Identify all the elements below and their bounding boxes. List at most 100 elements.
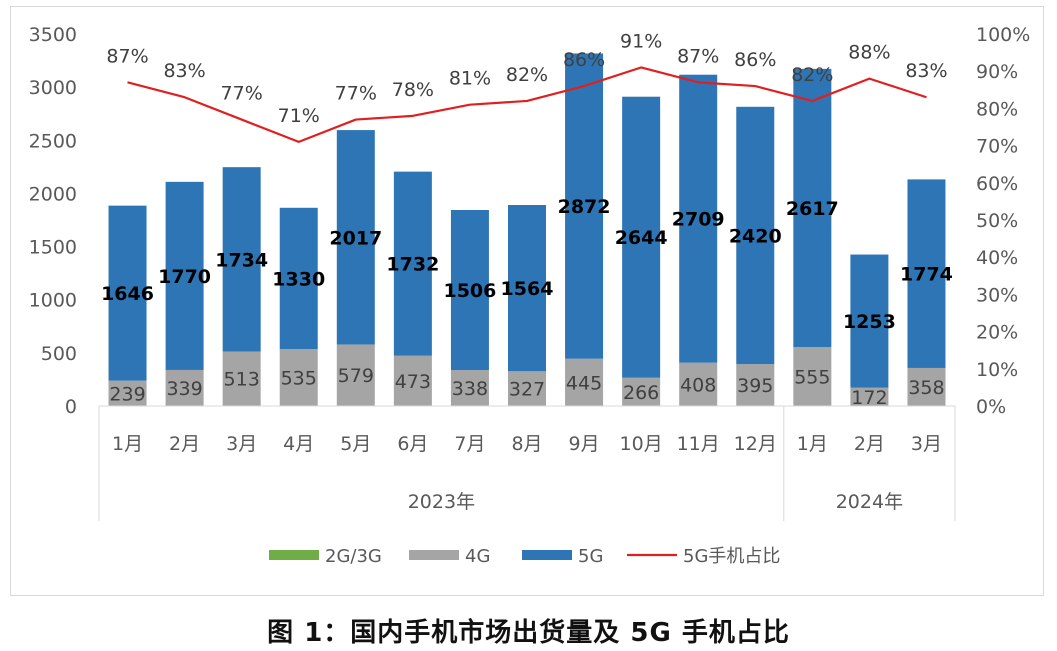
data-label-5g: 2420 xyxy=(729,225,782,247)
bar-4g xyxy=(793,347,832,406)
data-label-4g: 327 xyxy=(509,379,545,401)
bar-4g xyxy=(679,362,718,406)
bar-5g xyxy=(222,167,261,352)
y-right-tick-label: 100% xyxy=(976,24,1030,46)
data-label-5g: 1646 xyxy=(101,283,154,305)
data-label-4g: 395 xyxy=(737,375,773,397)
data-label-5g: 1774 xyxy=(900,264,953,286)
y-right-tick-label: 90% xyxy=(976,61,1018,83)
data-label-4g: 408 xyxy=(680,374,716,396)
bar-4g xyxy=(165,369,204,406)
x-tick-label: 10月 xyxy=(620,433,663,455)
bar-5g xyxy=(165,181,204,370)
group-label: 2024年 xyxy=(836,491,903,513)
data-label-5g: 2709 xyxy=(672,209,725,231)
bar-5g xyxy=(508,205,546,372)
bar-5g xyxy=(565,53,604,359)
data-label-5g: 1770 xyxy=(158,266,211,288)
data-label-5g-share: 77% xyxy=(335,83,377,105)
x-tick-label: 12月 xyxy=(734,433,777,455)
bar-5g xyxy=(108,205,147,381)
y-right-tick-label: 40% xyxy=(976,247,1018,269)
y-left-tick-label: 3500 xyxy=(29,24,77,46)
bar-4g xyxy=(222,351,261,406)
bar-4g xyxy=(622,377,661,406)
x-tick-label: 6月 xyxy=(397,433,428,455)
x-tick-label: 3月 xyxy=(911,433,942,455)
data-label-5g: 2617 xyxy=(786,198,839,220)
data-label-5g-share: 88% xyxy=(848,42,890,64)
bar-4g xyxy=(393,355,432,406)
y-right-tick-label: 20% xyxy=(976,322,1018,344)
y-right-tick-label: 80% xyxy=(976,98,1018,120)
data-label-5g-share: 71% xyxy=(278,105,320,127)
data-label-5g: 1732 xyxy=(386,254,439,276)
x-tick-label: 5月 xyxy=(340,433,371,455)
y-left-tick-label: 2000 xyxy=(29,183,77,205)
data-label-5g: 1506 xyxy=(443,280,496,302)
x-tick-label: 7月 xyxy=(454,433,485,455)
data-label-5g-share: 82% xyxy=(506,64,548,86)
x-tick-label: 4月 xyxy=(283,433,314,455)
bar-5g xyxy=(907,179,946,368)
data-label-5g: 2872 xyxy=(558,196,611,218)
data-label-4g: 266 xyxy=(623,382,659,404)
data-label-4g: 445 xyxy=(566,372,602,394)
data-label-5g-share: 82% xyxy=(791,64,833,86)
line-5g-share xyxy=(127,66,927,143)
data-label-5g-share: 83% xyxy=(163,60,205,82)
data-label-4g: 473 xyxy=(395,371,431,393)
data-label-5g-share: 83% xyxy=(905,60,947,82)
data-label-4g: 579 xyxy=(338,365,374,387)
x-tick-label: 1月 xyxy=(112,433,143,455)
bar-5g xyxy=(393,171,432,356)
data-label-5g: 1734 xyxy=(215,249,268,271)
y-right-tick-label: 10% xyxy=(976,359,1018,381)
y-left-tick-label: 3000 xyxy=(29,77,77,99)
data-label-5g-share: 78% xyxy=(392,79,434,101)
legend-label: 4G xyxy=(465,546,490,567)
bar-5g xyxy=(850,254,889,388)
data-label-4g: 358 xyxy=(908,377,944,399)
data-label-4g: 513 xyxy=(224,369,260,391)
bar-4g xyxy=(907,367,946,406)
data-label-4g: 172 xyxy=(851,387,887,409)
y-right-tick-label: 0% xyxy=(976,396,1006,418)
data-label-5g-share: 87% xyxy=(106,45,148,67)
data-label-5g: 2017 xyxy=(329,227,382,249)
bar-4g xyxy=(336,344,375,406)
legend-swatch xyxy=(269,550,319,560)
bar-5g xyxy=(736,106,775,365)
bar-4g xyxy=(850,387,889,406)
chart-svg: 0 500 1000 1500 2000 2500 3000 3500 0% 10% 20% 30% 4… xyxy=(29,24,1031,567)
bar-4g xyxy=(508,371,546,406)
x-tick-label: 1月 xyxy=(797,433,828,455)
x-tick-label: 2月 xyxy=(169,433,200,455)
data-label-5g: 1253 xyxy=(843,311,896,333)
data-label-4g: 555 xyxy=(794,367,830,389)
legend-swatch xyxy=(522,550,572,560)
y-right-tick-label: 50% xyxy=(976,210,1018,232)
bar-4g xyxy=(736,364,775,406)
y-right-tick-label: 70% xyxy=(976,136,1018,158)
legend-label: 5G手机占比 xyxy=(683,546,780,567)
data-label-5g-share: 87% xyxy=(677,45,719,67)
data-label-5g-share: 81% xyxy=(449,68,491,90)
y-left-tick-label: 0 xyxy=(65,396,77,418)
y-left-tick-label: 500 xyxy=(41,343,77,365)
bar-4g xyxy=(565,358,604,406)
y-left-tick-label: 1500 xyxy=(29,237,77,259)
data-label-4g: 239 xyxy=(109,383,145,405)
legend-label: 5G xyxy=(578,546,603,567)
data-label-5g: 1330 xyxy=(272,268,325,290)
x-tick-label: 2月 xyxy=(854,433,885,455)
data-label-5g-share: 77% xyxy=(221,83,263,105)
bar-4g xyxy=(450,370,489,406)
bar-5g xyxy=(336,130,375,345)
data-label-4g: 338 xyxy=(452,378,488,400)
x-tick-label: 3月 xyxy=(226,433,257,455)
bar-5g xyxy=(279,207,318,350)
y-left-tick-label: 1000 xyxy=(29,290,77,312)
data-label-5g-share: 86% xyxy=(563,49,605,71)
bar-5g xyxy=(622,96,661,378)
